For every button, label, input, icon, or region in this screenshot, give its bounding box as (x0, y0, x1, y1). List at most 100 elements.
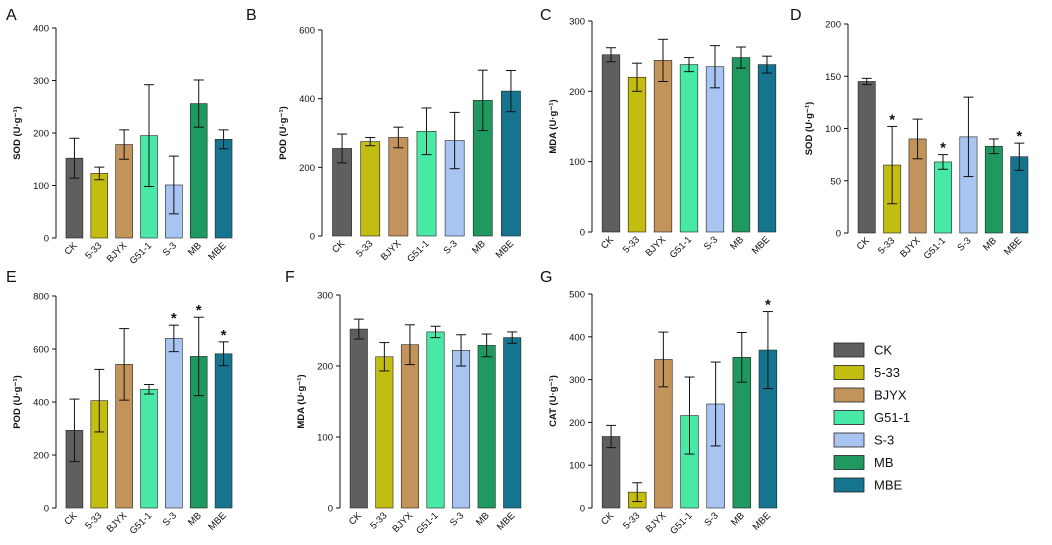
bar-S-3 (705, 66, 725, 233)
bar-5-33 (375, 356, 394, 509)
legend-swatch (833, 342, 865, 358)
x-tick-label: MBE (206, 240, 228, 262)
y-tick-label: 800 (33, 292, 49, 303)
y-tick-label: 0 (44, 504, 49, 515)
y-axis-title: CAT (U·g⁻¹) (548, 375, 559, 427)
x-tick-label: CK (62, 240, 80, 258)
significance-marker: * (221, 327, 227, 344)
x-tick-label: MB (470, 238, 488, 256)
bar-G51-1 (426, 331, 445, 509)
x-tick-label: S-3 (442, 238, 460, 256)
bar-MBE (757, 64, 777, 233)
x-tick-label: CK (599, 510, 617, 528)
y-tick-label: 200 (825, 20, 841, 31)
x-tick-label: G51-1 (922, 235, 948, 261)
y-tick-label: 100 (317, 433, 333, 444)
y-tick-label: 600 (33, 345, 49, 356)
y-tick-label: 50 (830, 176, 841, 187)
bar-G51-1 (140, 388, 158, 509)
chart-panel-E: E 0 200 400 600 800 POD (U·g⁻¹) CK 5-33 BJYXG51-1… (6, 269, 233, 537)
x-tick-label: MBE (1002, 235, 1024, 257)
x-tick-label: CK (330, 238, 348, 256)
y-tick-label: 300 (569, 17, 585, 28)
y-tick-label: 300 (569, 375, 585, 386)
bar-CK (349, 328, 368, 509)
y-tick-label: 300 (33, 76, 49, 87)
y-tick-label: 200 (569, 87, 585, 98)
y-tick-label: 0 (836, 229, 841, 240)
x-tick-label: CK (855, 235, 873, 253)
y-tick-label: 400 (33, 24, 49, 35)
legend-swatch (833, 432, 865, 448)
significance-marker: * (889, 111, 895, 128)
y-tick-label: 200 (299, 163, 315, 174)
legend-item: G51-1 (833, 410, 910, 425)
panel-label: F (285, 269, 295, 286)
significance-marker: * (1016, 128, 1022, 145)
panel-label: B (246, 7, 257, 24)
x-tick-label: 5-33 (621, 510, 642, 531)
legend-label: MB (874, 455, 894, 470)
bar-G51-1 (679, 64, 699, 233)
x-tick-label: CK (62, 510, 80, 528)
y-tick-label: 500 (569, 290, 585, 301)
bar-BJYX (388, 137, 409, 237)
bar-5-33 (627, 76, 647, 233)
y-tick-label: 0 (580, 228, 585, 239)
x-tick-label: MB (728, 234, 746, 252)
legend: CK 5-33 BJYX G51-1 S-3 MB MBE (833, 342, 910, 493)
legend-label: BJYX (874, 388, 907, 403)
panel-label: A (6, 7, 17, 24)
x-tick-label: MBE (750, 234, 772, 256)
y-tick-label: 100 (33, 181, 49, 192)
bar-MB (984, 145, 1003, 234)
legend-swatch (833, 455, 865, 470)
y-tick-label: 0 (44, 234, 49, 245)
x-tick-label: G51-1 (414, 510, 440, 536)
y-tick-label: 200 (33, 451, 49, 462)
x-tick-label: BJYX (898, 235, 923, 260)
bar-MB (731, 57, 751, 233)
bar-CK (857, 81, 876, 234)
bar-5-33 (90, 173, 109, 239)
x-tick-label: BJYX (105, 240, 130, 265)
x-tick-label: MB (474, 510, 492, 528)
x-tick-label: CK (599, 234, 617, 252)
legend-label: G51-1 (874, 410, 910, 425)
x-tick-label: S-3 (703, 510, 721, 528)
x-tick-label: S-3 (702, 234, 720, 252)
y-tick-label: 100 (569, 461, 585, 472)
panel-label: C (540, 7, 552, 24)
x-tick-label: MB (729, 510, 747, 528)
y-tick-label: 0 (580, 504, 585, 515)
bar-MB (477, 345, 496, 509)
x-tick-label: S-3 (161, 510, 179, 528)
bar-S-3 (452, 350, 471, 509)
x-tick-label: MBE (751, 510, 773, 532)
y-tick-label: 200 (569, 418, 585, 429)
x-tick-label: S-3 (448, 510, 466, 528)
y-axis-title: POD (U·g⁻¹) (12, 375, 23, 429)
x-tick-label: BJYX (379, 238, 404, 263)
legend-item: MBE (833, 478, 903, 493)
x-tick-label: MB (186, 240, 204, 258)
bar-MBE (503, 337, 522, 509)
x-tick-label: 5-33 (354, 238, 375, 259)
significance-marker: * (940, 140, 946, 157)
legend-item: 5-33 (833, 365, 900, 380)
x-tick-label: BJYX (390, 510, 415, 535)
x-tick-label: BJYX (644, 510, 669, 535)
x-tick-label: S-3 (161, 240, 179, 258)
y-axis-title: SOD (U·g⁻¹) (12, 106, 23, 160)
bar-BJYX (653, 60, 673, 233)
x-tick-label: MBE (206, 510, 228, 532)
y-tick-label: 600 (299, 26, 315, 37)
x-tick-label: MBE (495, 510, 517, 532)
y-tick-label: 200 (317, 362, 333, 373)
significance-marker: * (196, 302, 202, 319)
y-tick-label: 400 (569, 332, 585, 343)
chart-panel-B: B 0 200 400 600 POD (U·g⁻¹) CK 5-33 BJYX G51-1 S-3… (246, 7, 521, 265)
x-tick-label: G51-1 (668, 510, 694, 536)
